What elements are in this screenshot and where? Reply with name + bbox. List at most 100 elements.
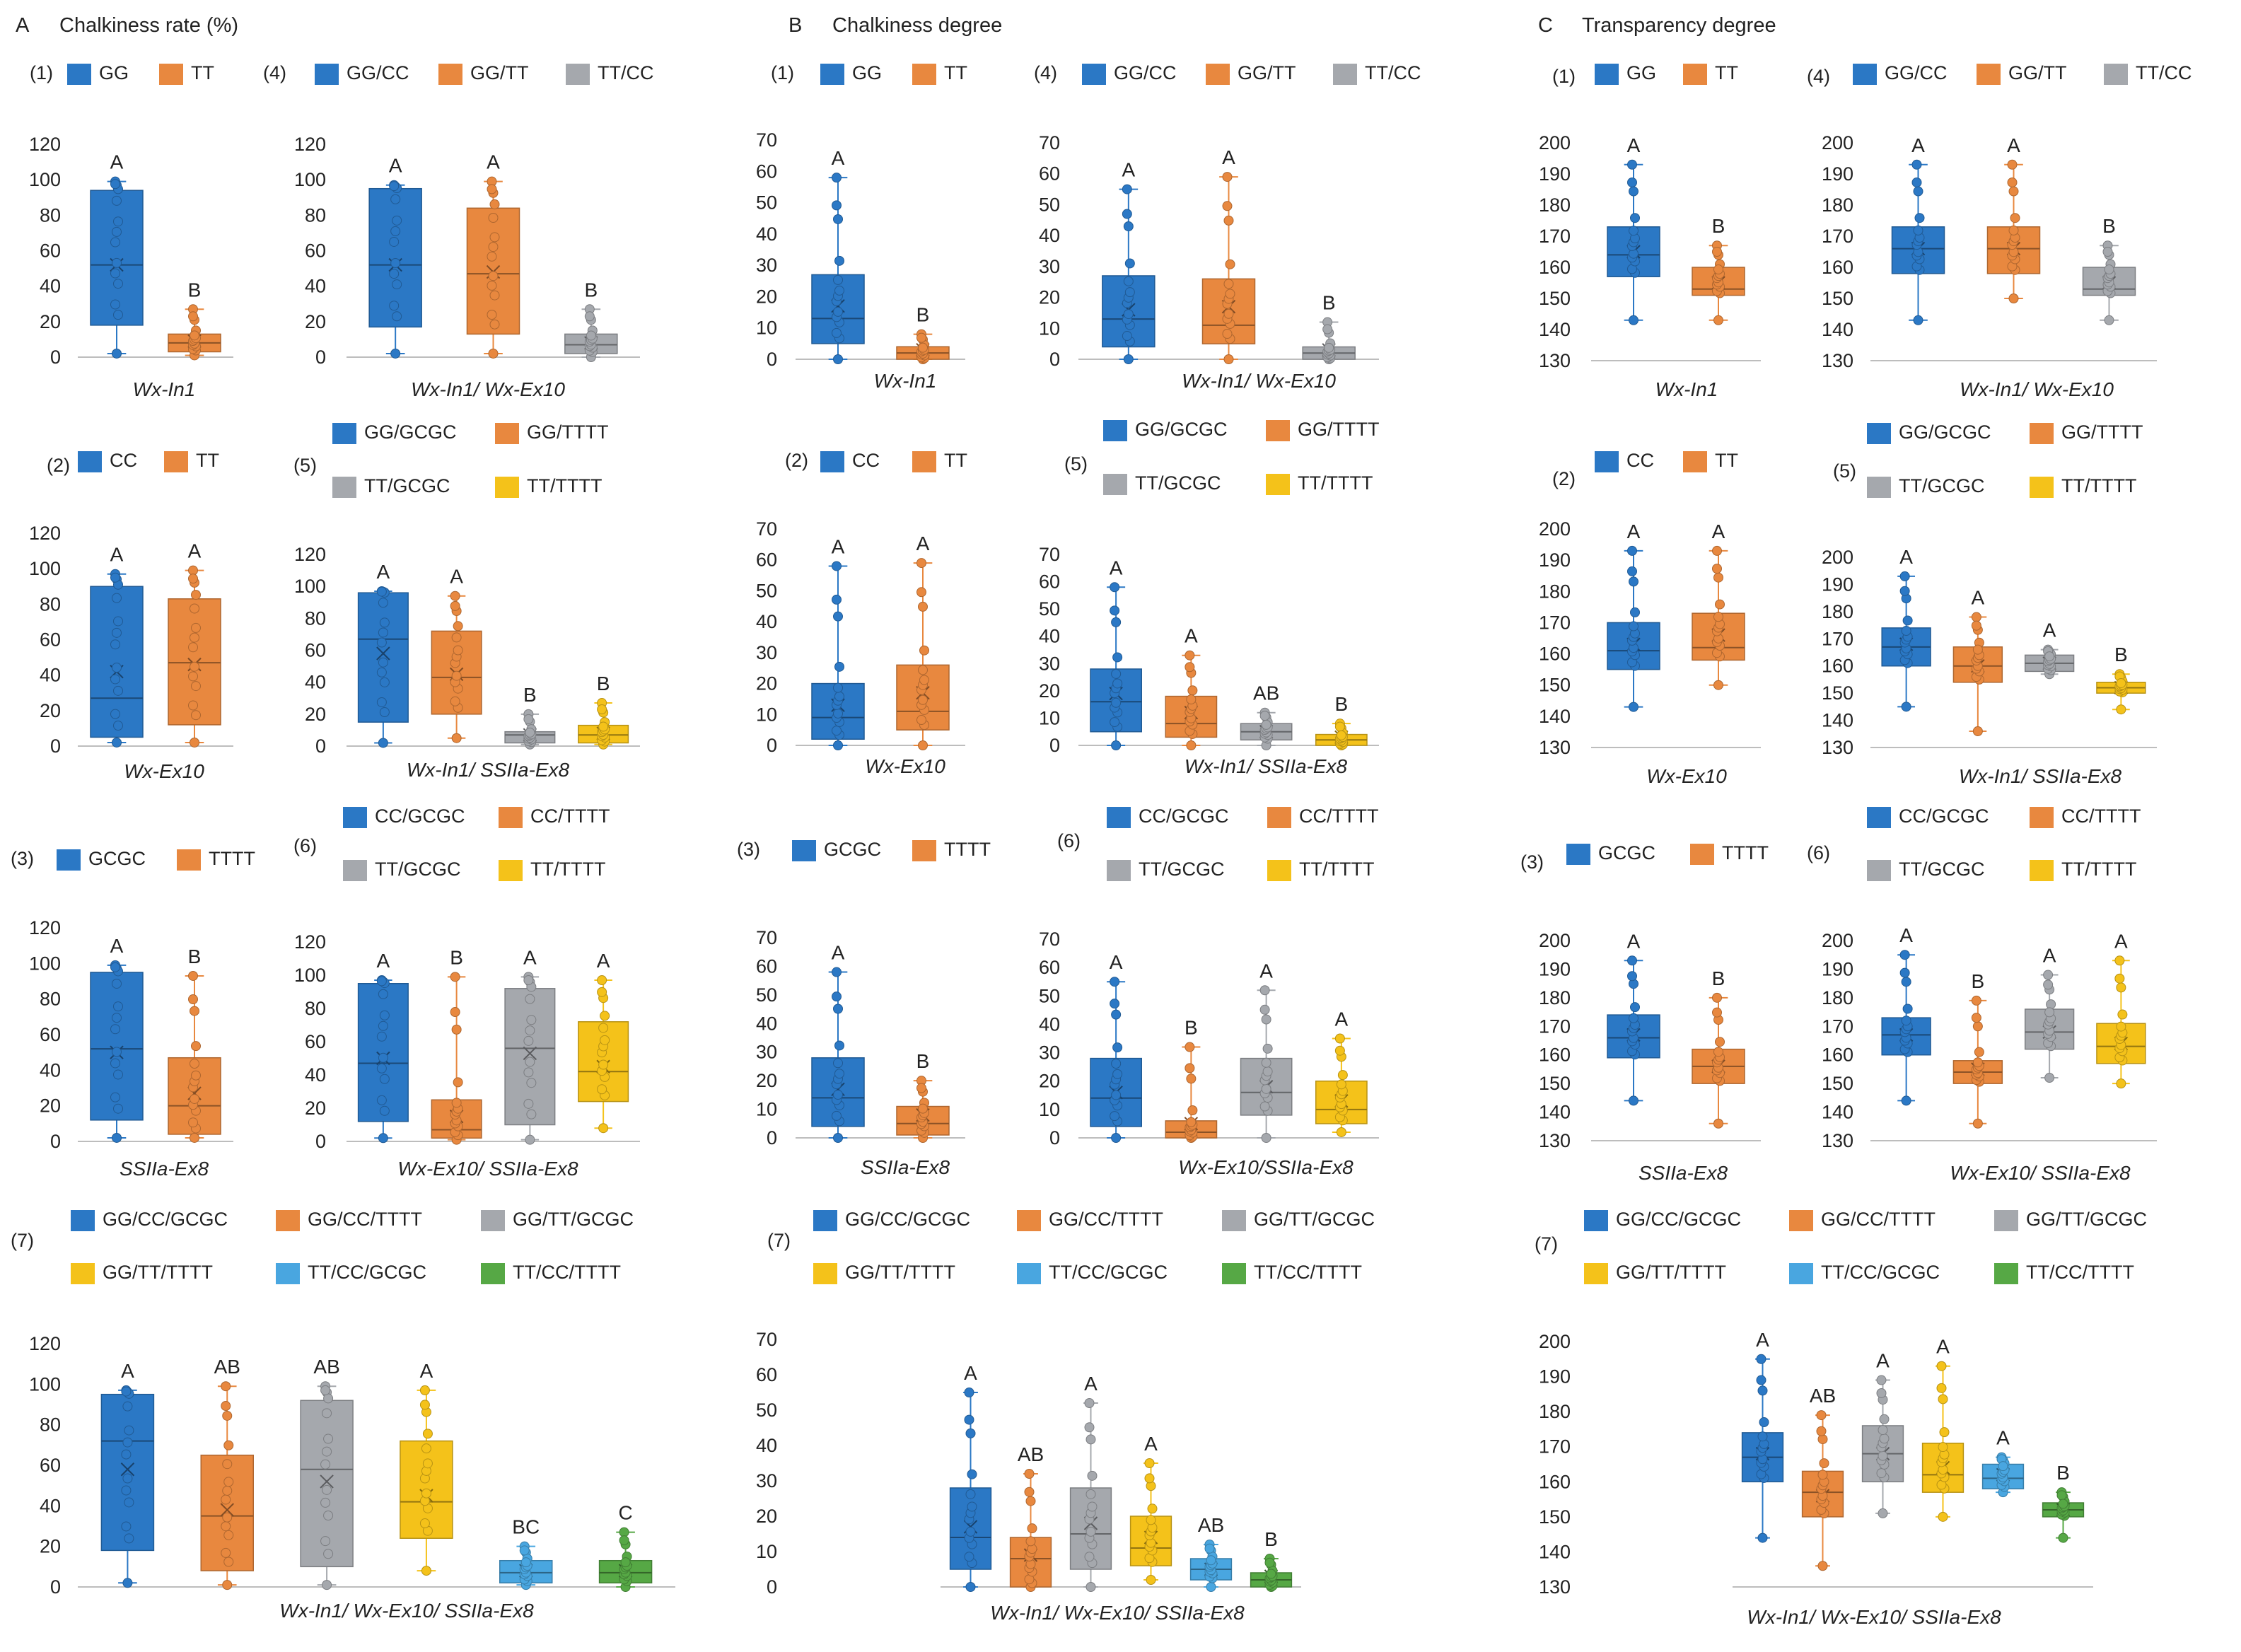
data-point (222, 1410, 233, 1421)
data-point (918, 1103, 928, 1114)
data-point (1146, 1575, 1156, 1585)
y-tick-label: 80 (305, 998, 326, 1019)
legend-label: TT (944, 450, 967, 471)
data-point (1111, 1059, 1122, 1069)
data-point (597, 987, 607, 997)
data-point (113, 1069, 123, 1080)
box-group: A (1090, 557, 1142, 750)
box-group: B (2082, 215, 2136, 325)
y-tick-label: 160 (1539, 1471, 1571, 1492)
significance-letter: A (1122, 159, 1135, 181)
y-tick-label: 40 (40, 276, 61, 297)
x-axis-label: SSIIa-Ex8 (1638, 1162, 1728, 1184)
y-tick-label: 160 (1539, 257, 1571, 278)
significance-letter: A (487, 151, 500, 173)
data-point (188, 994, 198, 1005)
box-group: A (1102, 159, 1156, 364)
data-point (113, 310, 123, 320)
significance-letter: AB (313, 1356, 339, 1378)
significance-letter: A (523, 946, 537, 968)
data-point (916, 332, 926, 343)
y-tick-label: 50 (756, 984, 777, 1006)
data-point (832, 1110, 842, 1121)
data-point (916, 558, 926, 569)
legend-swatch (813, 1263, 837, 1284)
y-tick-label: 20 (1039, 1071, 1060, 1092)
x-axis-label: Wx-In1 (874, 370, 937, 392)
significance-letter: B (2056, 1462, 2070, 1484)
x-axis-label: Wx-In1/ SSIIa-Ex8 (407, 759, 570, 781)
legend-label: TT/GCGC (375, 859, 461, 880)
legend-swatch (315, 64, 339, 85)
data-point (1112, 652, 1123, 663)
legend-swatch (495, 423, 519, 444)
data-point (1206, 1582, 1216, 1592)
data-point (1971, 995, 1981, 1006)
data-point (1123, 221, 1134, 232)
data-point (834, 1040, 844, 1051)
data-point (1146, 1515, 1156, 1525)
data-point (1225, 289, 1235, 299)
y-tick-label: 40 (1039, 1013, 1060, 1035)
data-point (376, 697, 387, 707)
significance-letter: A (2114, 930, 2128, 952)
y-tick-label: 130 (1539, 1130, 1571, 1151)
data-point (1085, 1526, 1096, 1537)
y-tick-label: 0 (50, 735, 61, 757)
data-point (1223, 354, 1234, 364)
column-header-B: B Chalkiness degree (788, 14, 1002, 37)
data-point (1939, 1427, 1950, 1438)
y-tick-label: 10 (1039, 318, 1060, 339)
box-group: B (1952, 970, 2003, 1129)
legend-label: CC (110, 450, 137, 471)
data-point (223, 1557, 234, 1567)
data-point (112, 1047, 122, 1057)
box-group: B (1165, 1017, 1218, 1143)
data-point (1878, 1425, 1888, 1436)
y-tick-label: 20 (40, 311, 61, 332)
y-tick-label: 10 (1039, 1099, 1060, 1120)
data-point (379, 617, 390, 628)
data-point (221, 1521, 231, 1532)
legend-swatch (1584, 1210, 1608, 1231)
y-tick-label: 200 (1539, 1331, 1571, 1352)
data-point (112, 195, 122, 206)
box-group: AB (1009, 1443, 1052, 1592)
y-tick-label: 120 (294, 544, 326, 565)
data-point (376, 976, 387, 987)
data-point (110, 1092, 120, 1103)
data-point (112, 1013, 122, 1023)
box-group: A (1881, 924, 1931, 1106)
data-point (1756, 1354, 1766, 1364)
legend-label: CC/GCGC (1139, 805, 1229, 827)
box-group: BC (499, 1516, 553, 1590)
box-group: A (1315, 1008, 1368, 1137)
y-tick-label: 150 (1822, 682, 1853, 704)
data-point (2008, 225, 2019, 235)
box-group: A (90, 544, 144, 748)
data-point (389, 181, 400, 192)
data-point (1879, 1414, 1890, 1424)
legend-label: TT/GCGC (1135, 472, 1221, 494)
data-point (1322, 324, 1333, 335)
legend-label: TT/CC/TTTT (2026, 1262, 2134, 1283)
data-point (525, 1134, 535, 1145)
data-point (919, 645, 929, 656)
y-tick-label: 50 (1039, 194, 1060, 215)
data-point (320, 1536, 331, 1547)
data-point (322, 1580, 332, 1590)
legend-label: TT/TTTT (2061, 859, 2136, 880)
data-point (1112, 1042, 1123, 1053)
box-group: A (811, 535, 865, 750)
data-point (110, 639, 120, 650)
data-point (419, 1385, 430, 1395)
legend-label: GCGC (1598, 842, 1655, 863)
y-tick-label: 80 (40, 1414, 61, 1436)
data-point (392, 279, 402, 290)
y-tick-label: 30 (756, 1470, 777, 1491)
data-point (421, 1488, 431, 1499)
y-tick-label: 40 (305, 1064, 326, 1086)
data-point (1817, 1434, 1828, 1445)
data-point (451, 670, 462, 681)
data-point (1899, 967, 1910, 978)
